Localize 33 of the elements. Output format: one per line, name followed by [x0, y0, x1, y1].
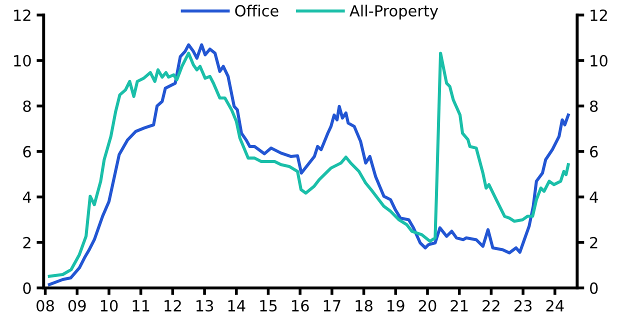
legend-label: All-Property: [350, 4, 438, 20]
x-tick-label: 20: [418, 300, 436, 312]
legend-label: Office: [235, 4, 278, 17]
y-tick-label: 12: [14, 9, 30, 21]
y-tick-label: 0: [23, 282, 31, 294]
y-tick-label: 10: [14, 54, 31, 67]
x-tick-label: 21: [450, 300, 468, 312]
x-tick-label: 10: [100, 300, 118, 312]
y2-tick-label: 10: [590, 54, 608, 67]
y-tick-label: 4: [22, 192, 32, 203]
x-tick-label: 16: [292, 300, 309, 312]
x-tick-label: 11: [132, 300, 150, 312]
y2-tick-label: 8: [590, 100, 598, 112]
x-tick-label: 13: [196, 300, 214, 312]
x-tick-label: 15: [260, 300, 277, 312]
x-tick-label: 22: [482, 300, 500, 312]
y2-tick-label: 0: [590, 282, 598, 294]
y2-tick-label: 2: [590, 236, 598, 248]
y2-tick-label: 4: [590, 192, 598, 203]
x-tick-label: 24: [546, 300, 564, 312]
y2-tick-label: 6: [590, 146, 598, 158]
y-tick-label: 2: [23, 236, 30, 248]
y-tick-label: 6: [23, 146, 31, 158]
x-tick-label: 09: [68, 300, 86, 312]
x-tick-label: 18: [356, 300, 372, 312]
x-tick-label: 19: [388, 300, 404, 312]
x-tick-label: 12: [164, 300, 181, 312]
y2-tick-label: 12: [590, 9, 607, 21]
x-tick-label: 17: [324, 300, 340, 312]
x-tick-label: 08: [36, 300, 54, 312]
y-tick-label: 8: [23, 100, 31, 112]
x-tick-label: 23: [514, 300, 532, 312]
x-tick-label: 14: [228, 300, 246, 312]
